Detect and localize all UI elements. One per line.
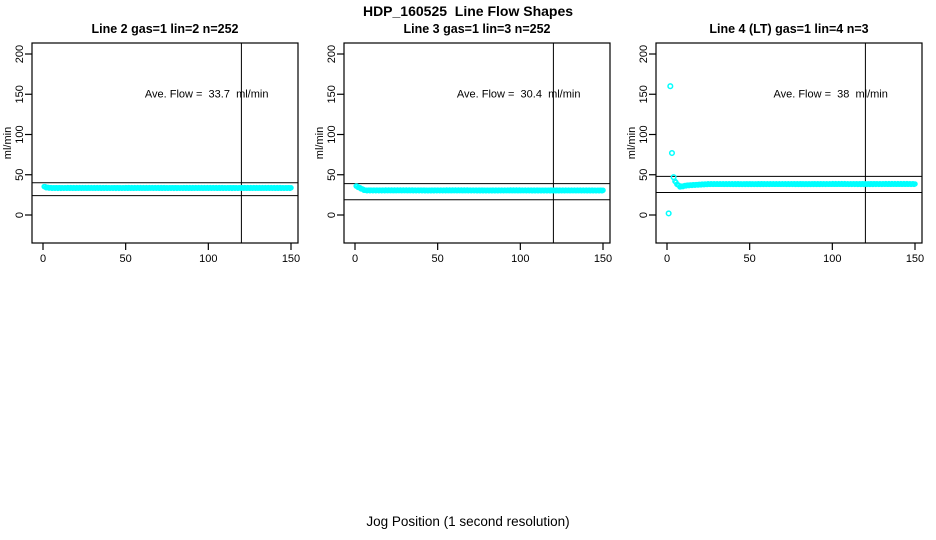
svg-text:150: 150 [594, 253, 612, 265]
y-axis-ticks: 0 50 100 150 200 [14, 45, 32, 218]
data-points [665, 83, 918, 217]
svg-text:50: 50 [638, 169, 650, 181]
svg-text:100: 100 [14, 125, 26, 143]
x-axis-ticks: 0 50 100 150 [40, 243, 300, 265]
svg-text:200: 200 [326, 45, 338, 63]
svg-text:100: 100 [638, 125, 650, 143]
svg-text:150: 150 [906, 253, 924, 265]
y-axis-label: ml/min [314, 127, 326, 159]
annotation-ave-flow: Ave. Flow = 30.4 ml/min [457, 88, 581, 100]
svg-text:0: 0 [352, 253, 358, 265]
y-axis-ticks: 0 50 100 150 200 [638, 45, 656, 218]
panel-title: Line 2 gas=1 lin=2 n=252 [92, 22, 239, 36]
panel-line2: Line 2 gas=1 lin=2 n=252 0 50 100 150 200 ml/m… [2, 22, 300, 265]
panel-title: Line 4 (LT) gas=1 lin=4 n=3 [709, 22, 868, 36]
svg-text:50: 50 [432, 253, 444, 265]
x-axis-ticks: 0 50 100 150 [352, 243, 612, 265]
main-title: HDP_160525 Line Flow Shapes [362, 3, 574, 19]
svg-text:200: 200 [638, 45, 650, 63]
plot-box [655, 42, 923, 244]
svg-text:200: 200 [14, 45, 26, 63]
svg-text:150: 150 [282, 253, 300, 265]
svg-text:50: 50 [120, 253, 132, 265]
panel-line4: Line 4 (LT) gas=1 lin=4 n=3 0 50 100 150 200 m… [626, 22, 924, 265]
annotation-ave-flow: Ave. Flow = 38 ml/min [773, 88, 887, 100]
svg-text:150: 150 [14, 85, 26, 103]
svg-text:100: 100 [199, 253, 217, 265]
plot-box [31, 42, 299, 244]
y-axis-label: ml/min [2, 127, 14, 159]
outlier-point [665, 210, 672, 217]
svg-text:150: 150 [638, 85, 650, 103]
svg-text:0: 0 [14, 212, 26, 218]
outlier-point [667, 83, 674, 90]
reference-lines [32, 43, 298, 243]
panel-line3: Line 3 gas=1 lin=3 n=252 0 50 100 150 200 ml/m… [314, 22, 612, 265]
reference-lines [344, 43, 610, 243]
y-axis-label: ml/min [626, 127, 638, 159]
svg-text:0: 0 [40, 253, 46, 265]
svg-text:100: 100 [511, 253, 529, 265]
svg-text:50: 50 [326, 169, 338, 181]
panel-title: Line 3 gas=1 lin=3 n=252 [404, 22, 551, 36]
svg-text:0: 0 [664, 253, 670, 265]
outlier-point [668, 149, 676, 157]
annotation-ave-flow: Ave. Flow = 33.7 ml/min [145, 88, 269, 100]
svg-text:0: 0 [638, 212, 650, 218]
outlier-point [670, 174, 677, 181]
plot-box [343, 42, 611, 244]
x-axis-label: Jog Position (1 second resolution) [366, 514, 570, 529]
svg-text:150: 150 [326, 85, 338, 103]
x-axis-ticks: 0 50 100 150 [664, 243, 924, 265]
data-points [41, 183, 294, 192]
svg-text:100: 100 [326, 125, 338, 143]
svg-text:0: 0 [326, 212, 338, 218]
reference-lines [656, 43, 922, 243]
y-axis-ticks: 0 50 100 150 200 [326, 45, 344, 218]
svg-text:50: 50 [14, 169, 26, 181]
svg-text:100: 100 [823, 253, 841, 265]
data-points [353, 183, 606, 194]
svg-text:50: 50 [744, 253, 756, 265]
